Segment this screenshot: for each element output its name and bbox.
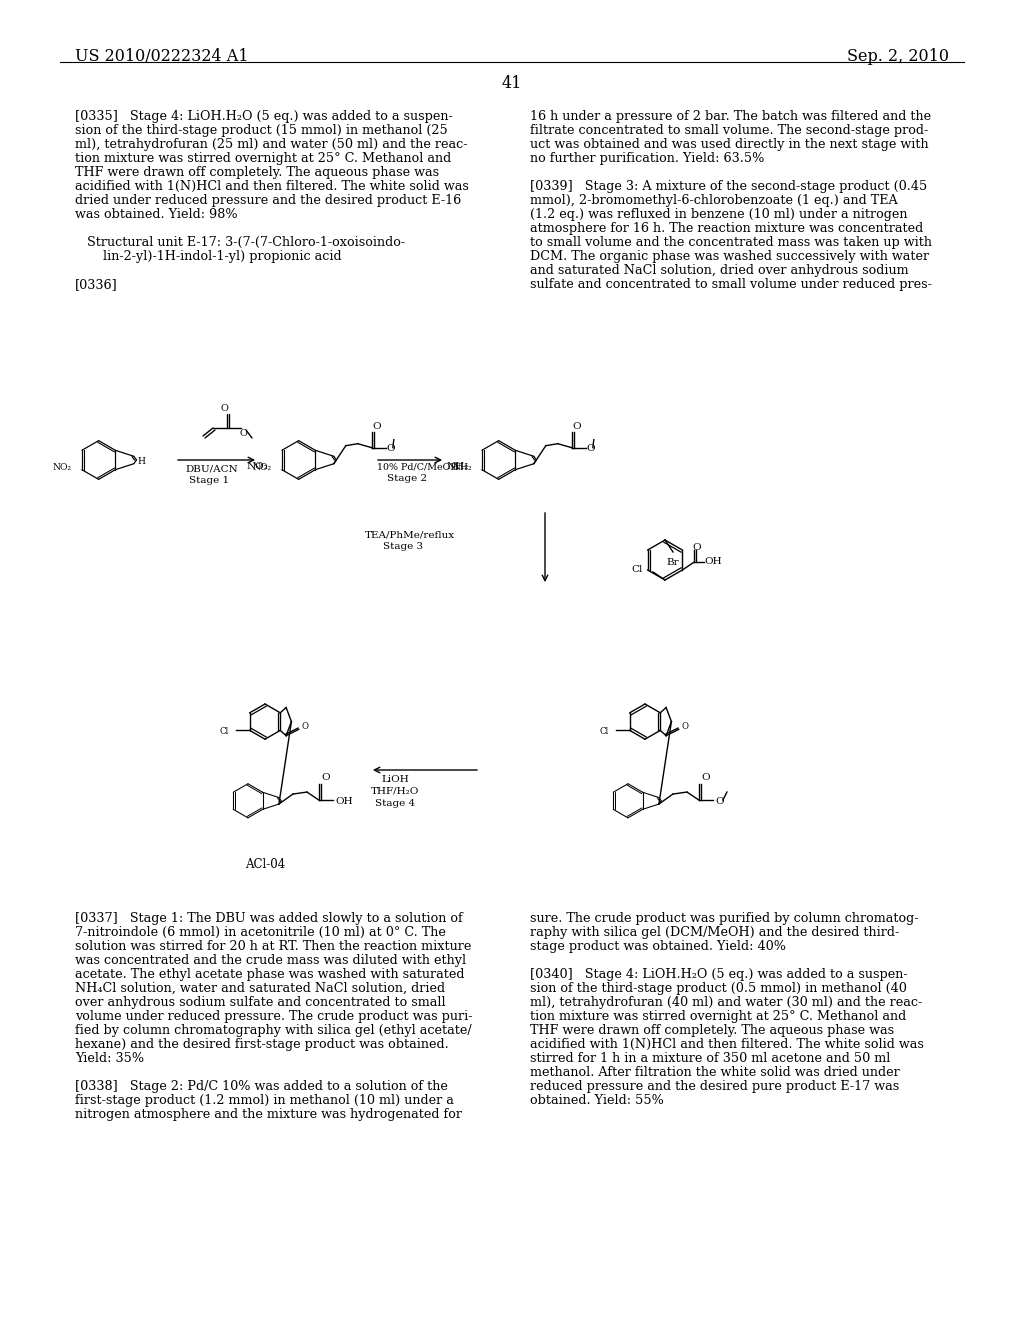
Text: tion mixture was stirred overnight at 25° C. Methanol and: tion mixture was stirred overnight at 25… [75,152,452,165]
Text: THF were drawn off completely. The aqueous phase was: THF were drawn off completely. The aqueo… [530,1024,894,1038]
Text: fied by column chromatography with silica gel (ethyl acetate/: fied by column chromatography with silic… [75,1024,472,1038]
Text: ml), tetrahydrofuran (40 ml) and water (30 ml) and the reac-: ml), tetrahydrofuran (40 ml) and water (… [530,997,923,1008]
Text: first-stage product (1.2 mmol) in methanol (10 ml) under a: first-stage product (1.2 mmol) in methan… [75,1094,454,1107]
Text: hexane) and the desired first-stage product was obtained.: hexane) and the desired first-stage prod… [75,1038,449,1051]
Text: Sep. 2, 2010: Sep. 2, 2010 [847,48,949,65]
Text: OH: OH [335,796,352,805]
Text: no further purification. Yield: 63.5%: no further purification. Yield: 63.5% [530,152,764,165]
Text: methanol. After filtration the white solid was dried under: methanol. After filtration the white sol… [530,1067,900,1078]
Text: uct was obtained and was used directly in the next stage with: uct was obtained and was used directly i… [530,139,929,150]
Text: DCM. The organic phase was washed successively with water: DCM. The organic phase was washed succes… [530,249,929,263]
Text: 41: 41 [502,75,522,92]
Text: raphy with silica gel (DCM/MeOH) and the desired third-: raphy with silica gel (DCM/MeOH) and the… [530,927,899,939]
Text: [0340]   Stage 4: LiOH.H₂O (5 eq.) was added to a suspen-: [0340] Stage 4: LiOH.H₂O (5 eq.) was add… [530,968,907,981]
Text: [0337]   Stage 1: The DBU was added slowly to a solution of: [0337] Stage 1: The DBU was added slowly… [75,912,463,925]
Text: stirred for 1 h in a mixture of 350 ml acetone and 50 ml: stirred for 1 h in a mixture of 350 ml a… [530,1052,891,1065]
Text: DBU/ACN: DBU/ACN [185,465,238,474]
Text: O: O [302,722,308,731]
Text: Stage 3: Stage 3 [383,543,423,550]
Text: obtained. Yield: 55%: obtained. Yield: 55% [530,1094,664,1107]
Text: Cl: Cl [632,565,643,574]
Text: 16 h under a pressure of 2 bar. The batch was filtered and the: 16 h under a pressure of 2 bar. The batc… [530,110,931,123]
Text: reduced pressure and the desired pure product E-17 was: reduced pressure and the desired pure pr… [530,1080,899,1093]
Text: (1.2 eq.) was refluxed in benzene (10 ml) under a nitrogen: (1.2 eq.) was refluxed in benzene (10 ml… [530,209,907,220]
Text: 10% Pd/C/MeOH: 10% Pd/C/MeOH [377,463,459,473]
Text: O: O [692,543,700,552]
Text: O: O [321,774,330,781]
Text: O: O [700,774,710,781]
Text: Stage 1: Stage 1 [189,477,229,484]
Text: O: O [373,421,382,430]
Text: O: O [239,429,247,438]
Text: NO₂: NO₂ [53,462,72,471]
Text: O: O [715,796,724,805]
Text: H: H [137,457,145,466]
Text: NO₂: NO₂ [247,462,269,471]
Text: stage product was obtained. Yield: 40%: stage product was obtained. Yield: 40% [530,940,786,953]
Text: over anhydrous sodium sulfate and concentrated to small: over anhydrous sodium sulfate and concen… [75,997,445,1008]
Text: US 2010/0222324 A1: US 2010/0222324 A1 [75,48,249,65]
Text: [0336]: [0336] [75,279,118,290]
Text: nitrogen atmosphere and the mixture was hydrogenated for: nitrogen atmosphere and the mixture was … [75,1107,462,1121]
Text: NH₄Cl solution, water and saturated NaCl solution, dried: NH₄Cl solution, water and saturated NaCl… [75,982,445,995]
Text: sion of the third-stage product (0.5 mmol) in methanol (40: sion of the third-stage product (0.5 mmo… [530,982,907,995]
Text: sulfate and concentrated to small volume under reduced pres-: sulfate and concentrated to small volume… [530,279,932,290]
Text: Br: Br [667,558,679,568]
Text: to small volume and the concentrated mass was taken up with: to small volume and the concentrated mas… [530,236,932,249]
Text: THF/H₂O: THF/H₂O [371,787,419,796]
Text: TEA/PhMe/reflux: TEA/PhMe/reflux [365,531,455,539]
Text: sion of the third-stage product (15 mmol) in methanol (25: sion of the third-stage product (15 mmol… [75,124,447,137]
Text: O: O [587,445,595,453]
Text: acetate. The ethyl acetate phase was washed with saturated: acetate. The ethyl acetate phase was was… [75,968,465,981]
Text: lin-2-yl)-1H-indol-1-yl) propionic acid: lin-2-yl)-1H-indol-1-yl) propionic acid [75,249,342,263]
Text: [0339]   Stage 3: A mixture of the second-stage product (0.45: [0339] Stage 3: A mixture of the second-… [530,180,928,193]
Text: was obtained. Yield: 98%: was obtained. Yield: 98% [75,209,238,220]
Text: volume under reduced pressure. The crude product was puri-: volume under reduced pressure. The crude… [75,1010,472,1023]
Text: acidified with 1(N)HCl and then filtered. The white solid was: acidified with 1(N)HCl and then filtered… [75,180,469,193]
Text: 7-nitroindole (6 mmol) in acetonitrile (10 ml) at 0° C. The: 7-nitroindole (6 mmol) in acetonitrile (… [75,927,445,939]
Text: Structural unit E-17: 3-(7-(7-Chloro-1-oxoisoindo-: Structural unit E-17: 3-(7-(7-Chloro-1-o… [75,236,406,249]
Text: O: O [682,722,689,731]
Text: dried under reduced pressure and the desired product E-16: dried under reduced pressure and the des… [75,194,461,207]
Text: was concentrated and the crude mass was diluted with ethyl: was concentrated and the crude mass was … [75,954,466,968]
Text: Yield: 35%: Yield: 35% [75,1052,144,1065]
Text: OH: OH [705,557,722,565]
Text: O: O [572,421,582,430]
Text: [0335]   Stage 4: LiOH.H₂O (5 eq.) was added to a suspen-: [0335] Stage 4: LiOH.H₂O (5 eq.) was add… [75,110,453,123]
Text: LiOH: LiOH [381,775,409,784]
Text: and saturated NaCl solution, dried over anhydrous sodium: and saturated NaCl solution, dried over … [530,264,908,277]
Text: ACl-04: ACl-04 [245,858,285,871]
Text: [0338]   Stage 2: Pd/C 10% was added to a solution of the: [0338] Stage 2: Pd/C 10% was added to a … [75,1080,447,1093]
Text: NO₂: NO₂ [253,462,272,471]
Text: NH₂: NH₂ [453,462,472,471]
Text: Stage 4: Stage 4 [375,799,415,808]
Text: atmosphere for 16 h. The reaction mixture was concentrated: atmosphere for 16 h. The reaction mixtur… [530,222,924,235]
Text: Cl: Cl [599,727,608,737]
Text: NH₂: NH₂ [446,462,469,471]
Text: mmol), 2-bromomethyl-6-chlorobenzoate (1 eq.) and TEA: mmol), 2-bromomethyl-6-chlorobenzoate (1… [530,194,898,207]
Text: solution was stirred for 20 h at RT. Then the reaction mixture: solution was stirred for 20 h at RT. The… [75,940,471,953]
Text: Stage 2: Stage 2 [387,474,427,483]
Text: O: O [220,404,228,413]
Text: filtrate concentrated to small volume. The second-stage prod-: filtrate concentrated to small volume. T… [530,124,928,137]
Text: THF were drawn off completely. The aqueous phase was: THF were drawn off completely. The aqueo… [75,166,439,180]
Text: O: O [387,445,395,453]
Text: ml), tetrahydrofuran (25 ml) and water (50 ml) and the reac-: ml), tetrahydrofuran (25 ml) and water (… [75,139,468,150]
Text: Cl: Cl [219,727,228,737]
Text: sure. The crude product was purified by column chromatog-: sure. The crude product was purified by … [530,912,919,925]
Text: tion mixture was stirred overnight at 25° C. Methanol and: tion mixture was stirred overnight at 25… [530,1010,906,1023]
Text: acidified with 1(N)HCl and then filtered. The white solid was: acidified with 1(N)HCl and then filtered… [530,1038,924,1051]
